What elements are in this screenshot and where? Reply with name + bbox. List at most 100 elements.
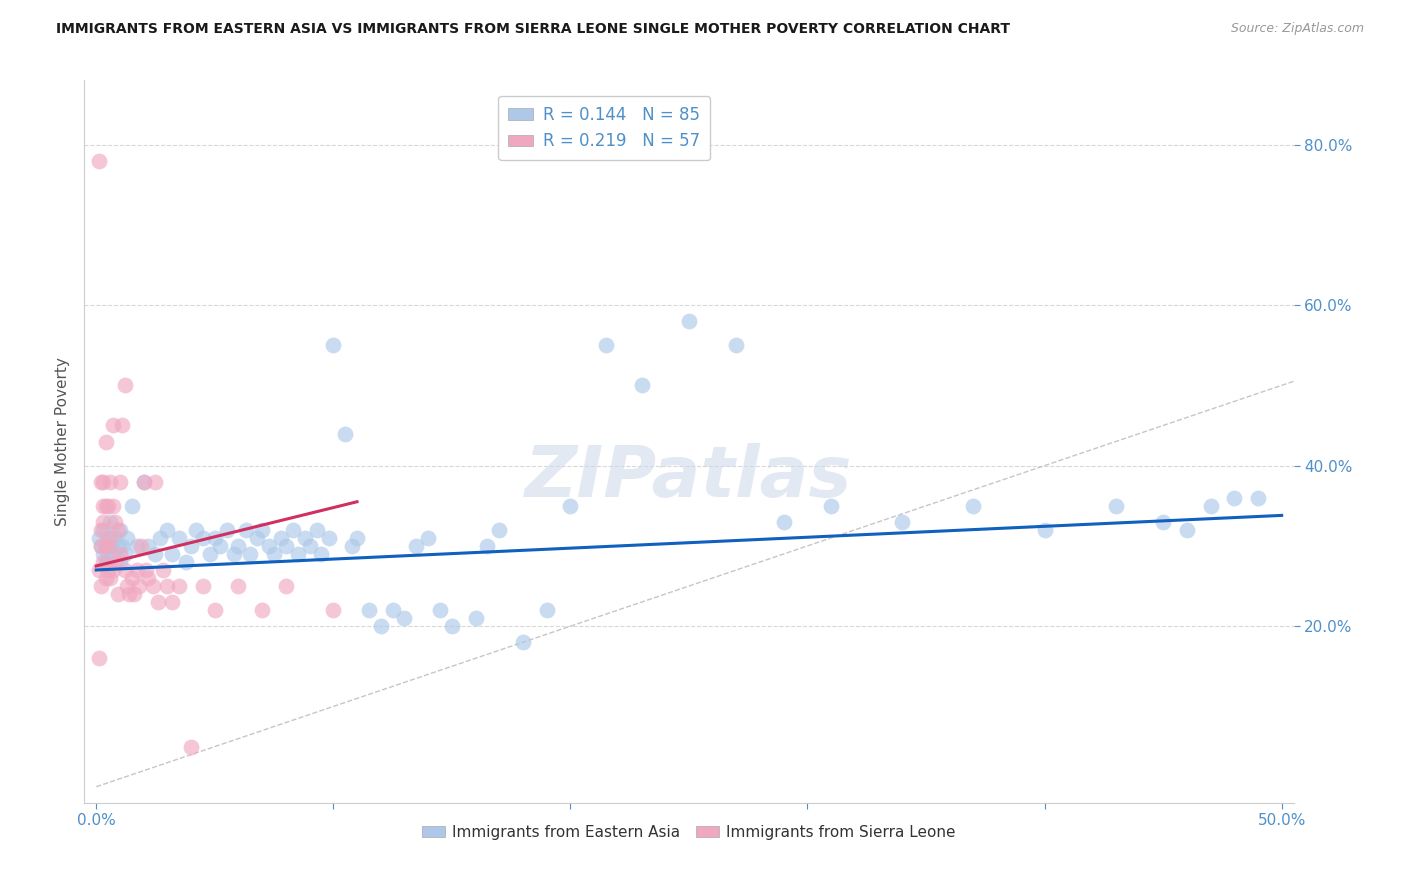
Point — [100, 475, 122, 489]
Point — [100, 531, 122, 545]
Point — [298, 539, 321, 553]
Point — [91, 499, 114, 513]
Legend: Immigrants from Eastern Asia, Immigrants from Sierra Leone: Immigrants from Eastern Asia, Immigrants… — [416, 819, 962, 846]
Point — [204, 531, 226, 545]
Point — [90, 523, 112, 537]
Point — [630, 378, 652, 392]
Point — [90, 475, 112, 489]
Point — [115, 579, 138, 593]
Point — [198, 547, 221, 561]
Point — [91, 475, 114, 489]
Point — [160, 595, 183, 609]
Point — [128, 579, 150, 593]
Point — [97, 499, 120, 513]
Point — [91, 523, 114, 537]
Point — [342, 539, 364, 553]
Point — [108, 555, 131, 569]
Point — [322, 338, 344, 352]
Point — [156, 523, 179, 537]
Y-axis label: Single Mother Poverty: Single Mother Poverty — [55, 357, 70, 526]
Point — [145, 547, 167, 561]
Point — [294, 531, 316, 545]
Point — [118, 587, 141, 601]
Point — [100, 539, 122, 553]
Point — [111, 539, 134, 553]
Point — [107, 523, 129, 537]
Point — [246, 531, 269, 545]
Point — [91, 555, 114, 569]
Point — [100, 515, 122, 529]
Point — [94, 571, 117, 585]
Point — [405, 539, 427, 553]
Point — [250, 523, 273, 537]
Point — [318, 531, 340, 545]
Point — [394, 611, 416, 625]
Point — [87, 651, 110, 665]
Point — [512, 635, 534, 649]
Point — [259, 539, 281, 553]
Point — [97, 539, 120, 553]
Point — [429, 603, 451, 617]
Point — [180, 739, 202, 754]
Point — [440, 619, 463, 633]
Point — [488, 523, 510, 537]
Point — [176, 555, 198, 569]
Point — [97, 547, 120, 561]
Point — [235, 523, 257, 537]
Point — [104, 515, 127, 529]
Point — [121, 499, 143, 513]
Point — [114, 563, 136, 577]
Point — [94, 434, 117, 449]
Point — [104, 531, 127, 545]
Point — [167, 531, 190, 545]
Point — [772, 515, 794, 529]
Point — [311, 547, 333, 561]
Point — [228, 579, 250, 593]
Point — [132, 475, 155, 489]
Point — [477, 539, 499, 553]
Point — [333, 426, 356, 441]
Point — [167, 579, 190, 593]
Point — [94, 539, 117, 553]
Point — [418, 531, 440, 545]
Point — [94, 499, 117, 513]
Point — [125, 563, 148, 577]
Point — [560, 499, 582, 513]
Point — [305, 523, 328, 537]
Point — [274, 539, 297, 553]
Point — [111, 418, 134, 433]
Text: ZIPatlas: ZIPatlas — [526, 443, 852, 512]
Point — [370, 619, 392, 633]
Point — [107, 587, 129, 601]
Point — [90, 539, 112, 553]
Point — [191, 531, 214, 545]
Point — [208, 539, 231, 553]
Point — [108, 523, 131, 537]
Point — [1247, 491, 1270, 505]
Point — [287, 547, 309, 561]
Point — [820, 499, 842, 513]
Point — [180, 539, 202, 553]
Point — [1175, 523, 1198, 537]
Point — [97, 563, 120, 577]
Point — [114, 547, 136, 561]
Point — [678, 314, 700, 328]
Point — [357, 603, 380, 617]
Point — [91, 547, 114, 561]
Point — [138, 571, 160, 585]
Point — [121, 571, 143, 585]
Point — [962, 499, 984, 513]
Point — [191, 579, 214, 593]
Point — [129, 539, 152, 553]
Point — [101, 418, 124, 433]
Point — [263, 547, 285, 561]
Point — [115, 531, 138, 545]
Point — [87, 153, 110, 168]
Point — [146, 595, 169, 609]
Point — [222, 547, 245, 561]
Point — [1105, 499, 1128, 513]
Point — [135, 563, 157, 577]
Point — [274, 579, 297, 593]
Point — [97, 531, 120, 545]
Point — [156, 579, 179, 593]
